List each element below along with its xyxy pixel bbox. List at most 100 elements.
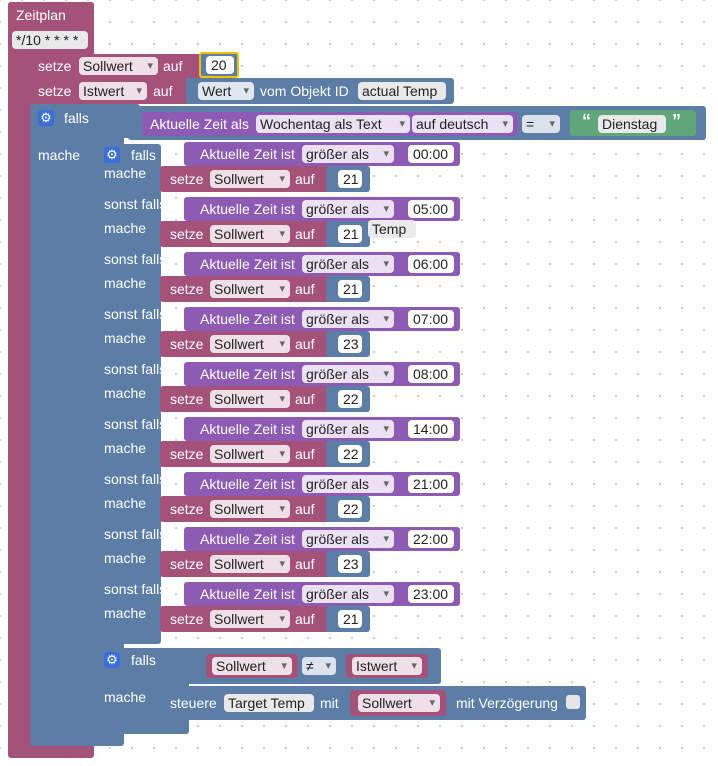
day-text-field[interactable]: Dienstag	[598, 115, 666, 133]
compare-dropdown[interactable]: größer als	[302, 475, 394, 493]
gear-icon[interactable]: ⚙	[104, 652, 120, 668]
sollwert-init-value[interactable]: 20	[206, 56, 234, 74]
setpoint-value[interactable]: 23	[338, 335, 362, 353]
aktuelle-zeit-ist-label: Aktuelle Zeit ist	[200, 256, 295, 272]
mache-label: mache	[104, 440, 147, 456]
overlapping-hint: Temp	[368, 220, 416, 238]
compare-dropdown[interactable]: größer als	[302, 310, 394, 328]
time-field[interactable]: 05:00	[408, 200, 454, 218]
mit-label: mit	[320, 695, 339, 711]
neq-operator-dropdown[interactable]: ≠	[302, 657, 336, 675]
setze-label: setze	[170, 446, 204, 462]
sollwert-var-dropdown[interactable]: Sollwert	[210, 225, 290, 243]
compare-dropdown[interactable]: größer als	[302, 585, 394, 603]
compare-dropdown[interactable]: größer als	[302, 255, 394, 273]
auf-label: auf	[295, 446, 315, 462]
auf-label: auf	[295, 501, 315, 517]
time-field[interactable]: 06:00	[408, 255, 454, 273]
sonst-falls-label: sonst falls	[104, 416, 167, 432]
cron-field[interactable]: */10 * * * *	[12, 31, 88, 49]
sonst-falls-label: sonst falls	[104, 581, 167, 597]
setpoint-value[interactable]: 21	[338, 225, 362, 243]
compare-dropdown[interactable]: größer als	[302, 145, 394, 163]
delay-checkbox[interactable]	[566, 695, 580, 709]
target-field[interactable]: Target Temp	[224, 694, 314, 712]
time-field[interactable]: 14:00	[408, 420, 454, 438]
sonst-falls-label: sonst falls	[104, 196, 167, 212]
auf-label: auf	[295, 281, 315, 297]
compare-dropdown[interactable]: größer als	[302, 365, 394, 383]
gear-icon[interactable]: ⚙	[104, 147, 120, 163]
setze-label: setze	[170, 336, 204, 352]
auf-label: auf	[295, 391, 315, 407]
if-time-chain-block[interactable]	[95, 144, 161, 644]
sollwert-var-dropdown[interactable]: Sollwert	[210, 555, 290, 573]
mache-label: mache	[104, 605, 147, 621]
compare-dropdown[interactable]: größer als	[302, 530, 394, 548]
time-field[interactable]: 22:00	[408, 530, 454, 548]
mache-label: mache	[104, 165, 147, 181]
aktuelle-zeit-ist-label: Aktuelle Zeit ist	[200, 531, 295, 547]
sollwert-var-dropdown[interactable]: Sollwert	[210, 445, 290, 463]
setze-label: setze	[170, 391, 204, 407]
mache-label: mache	[104, 689, 147, 705]
gear-icon[interactable]: ⚙	[38, 110, 54, 126]
istwert-var-dropdown[interactable]: Istwert	[79, 82, 147, 100]
sollwert-var-dropdown[interactable]: Sollwert	[210, 335, 290, 353]
setpoint-value[interactable]: 22	[338, 445, 362, 463]
sonst-falls-label: sonst falls	[104, 251, 167, 267]
mache-label: mache	[104, 220, 147, 236]
sollwert-var-dropdown[interactable]: Sollwert	[210, 610, 290, 628]
time-field[interactable]: 07:00	[408, 310, 454, 328]
mit-verzoegerung-label: mit Verzögerung	[456, 695, 558, 711]
aktuelle-zeit-ist-label: Aktuelle Zeit ist	[200, 476, 295, 492]
aktuelle-zeit-ist-label: Aktuelle Zeit ist	[200, 366, 295, 382]
operator-dropdown[interactable]: =	[522, 115, 560, 133]
compare-dropdown[interactable]: größer als	[302, 200, 394, 218]
compare-dropdown[interactable]: größer als	[302, 420, 394, 438]
aktuelle-zeit-ist-label: Aktuelle Zeit ist	[200, 421, 295, 437]
auf-label: auf	[163, 58, 183, 74]
format-dropdown[interactable]: Wochentag als Text	[256, 115, 410, 133]
left-var-dropdown[interactable]: Sollwert	[212, 657, 292, 675]
sonst-falls-label: sonst falls	[104, 471, 167, 487]
close-quote: ”	[672, 111, 681, 131]
setze-label: setze	[38, 83, 72, 99]
vom-objekt-id-label: vom Objekt ID	[260, 83, 349, 99]
sonst-falls-label: sonst falls	[104, 526, 167, 542]
right-var-dropdown[interactable]: Istwert	[352, 657, 422, 675]
setpoint-value[interactable]: 21	[338, 610, 362, 628]
mache-label: mache	[38, 147, 81, 163]
aktuelle-zeit-als-label: Aktuelle Zeit als	[150, 116, 249, 132]
sonst-falls-label: sonst falls	[104, 306, 167, 322]
sollwert-var-dropdown[interactable]: Sollwert	[210, 170, 290, 188]
setpoint-value[interactable]: 21	[338, 280, 362, 298]
value-var-dropdown[interactable]: Sollwert	[358, 694, 440, 712]
setze-label: setze	[170, 281, 204, 297]
object-id-field[interactable]: actual Temp	[358, 82, 446, 100]
wert-dropdown[interactable]: Wert	[198, 82, 254, 100]
setpoint-value[interactable]: 23	[338, 555, 362, 573]
language-dropdown[interactable]: auf deutsch	[412, 115, 513, 133]
aktuelle-zeit-ist-label: Aktuelle Zeit ist	[200, 311, 295, 327]
sollwert-var-dropdown[interactable]: Sollwert	[210, 280, 290, 298]
auf-label: auf	[295, 171, 315, 187]
time-field[interactable]: 23:00	[408, 585, 454, 603]
setpoint-value[interactable]: 21	[338, 170, 362, 188]
time-field[interactable]: 21:00	[408, 475, 454, 493]
aktuelle-zeit-ist-label: Aktuelle Zeit ist	[200, 586, 295, 602]
auf-label: auf	[295, 226, 315, 242]
time-field[interactable]: 08:00	[408, 365, 454, 383]
auf-label: auf	[295, 336, 315, 352]
setpoint-value[interactable]: 22	[338, 500, 362, 518]
sollwert-var-dropdown[interactable]: Sollwert	[79, 57, 158, 75]
sollwert-var-dropdown[interactable]: Sollwert	[210, 500, 290, 518]
falls-label: falls	[64, 110, 89, 126]
sollwert-var-dropdown[interactable]: Sollwert	[210, 390, 290, 408]
aktuelle-zeit-ist-label: Aktuelle Zeit ist	[200, 201, 295, 217]
setze-label: setze	[170, 611, 204, 627]
time-field[interactable]: 00:00	[408, 145, 454, 163]
setpoint-value[interactable]: 22	[338, 390, 362, 408]
auf-label: auf	[153, 83, 173, 99]
mache-label: mache	[104, 385, 147, 401]
